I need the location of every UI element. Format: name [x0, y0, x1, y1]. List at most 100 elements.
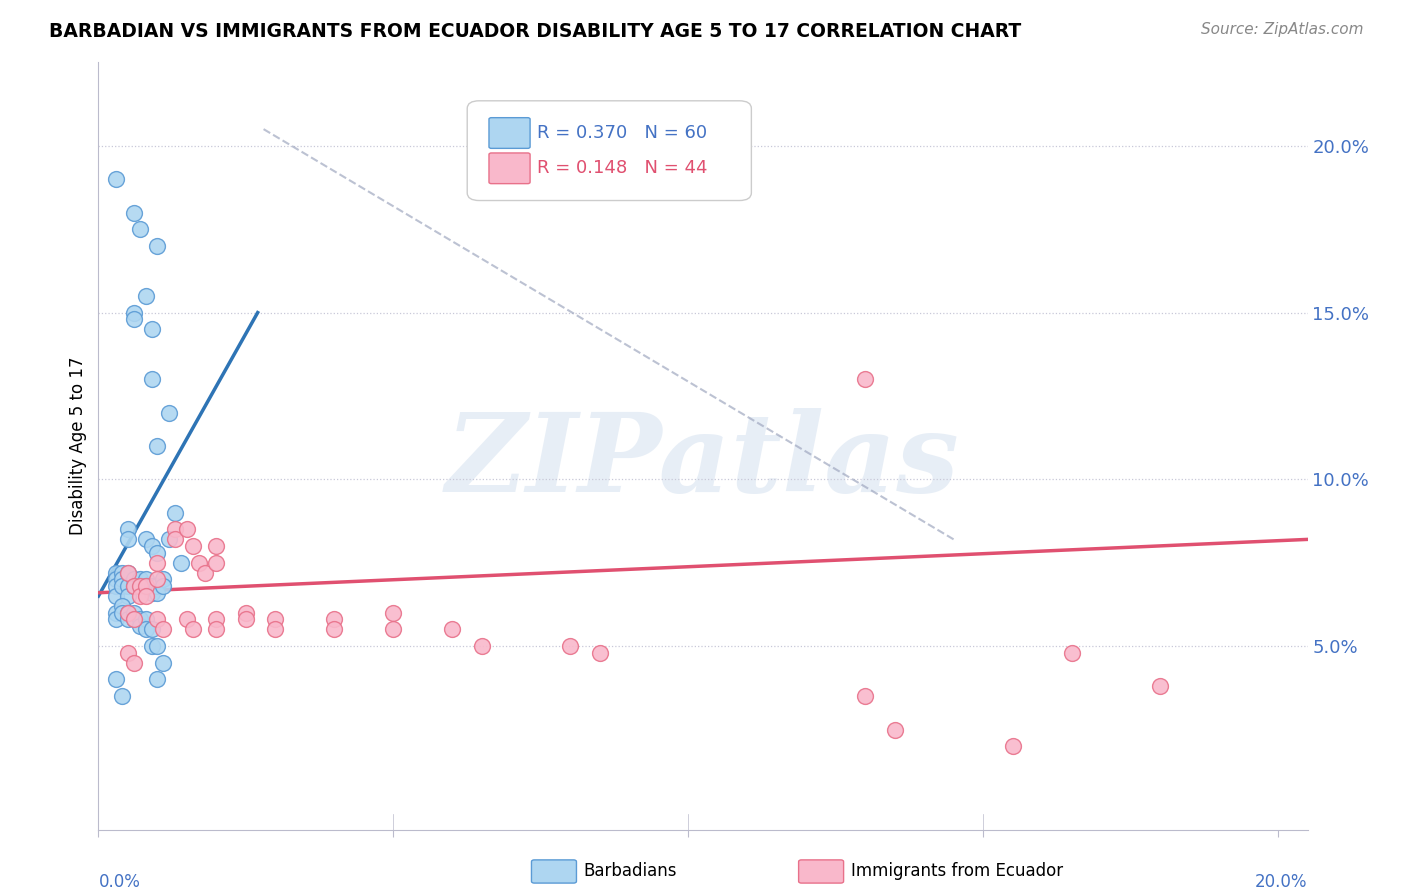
Point: [1060, 646, 1083, 660]
Point: [152, 579, 174, 593]
Point: [122, 612, 145, 626]
Point: [128, 573, 150, 587]
Point: [152, 573, 174, 587]
Point: [141, 579, 163, 593]
Point: [853, 372, 876, 386]
Point: [146, 556, 169, 570]
Point: [111, 599, 134, 613]
Point: [194, 566, 217, 580]
Point: [117, 612, 139, 626]
Point: [111, 606, 134, 620]
Point: [141, 372, 163, 386]
Point: [128, 222, 150, 236]
Point: [122, 312, 145, 326]
Point: [122, 579, 145, 593]
Point: [471, 639, 494, 653]
Point: [128, 612, 150, 626]
Point: [111, 573, 134, 587]
Point: [165, 522, 187, 536]
Point: [117, 566, 139, 580]
Point: [146, 239, 169, 253]
Point: [853, 689, 876, 703]
Text: 20.0%: 20.0%: [1256, 873, 1308, 891]
Point: [122, 612, 145, 626]
Point: [560, 639, 582, 653]
Point: [135, 289, 157, 303]
Y-axis label: Disability Age 5 to 17: Disability Age 5 to 17: [69, 357, 87, 535]
FancyBboxPatch shape: [489, 118, 530, 148]
Point: [105, 612, 128, 626]
Text: BARBADIAN VS IMMIGRANTS FROM ECUADOR DISABILITY AGE 5 TO 17 CORRELATION CHART: BARBADIAN VS IMMIGRANTS FROM ECUADOR DIS…: [49, 22, 1022, 41]
Point: [122, 656, 145, 670]
Point: [105, 172, 128, 186]
Text: Source: ZipAtlas.com: Source: ZipAtlas.com: [1201, 22, 1364, 37]
Point: [146, 586, 169, 600]
Point: [205, 623, 228, 637]
Point: [157, 533, 180, 547]
FancyBboxPatch shape: [489, 153, 530, 184]
Point: [323, 623, 346, 637]
Point: [117, 533, 139, 547]
Point: [135, 579, 157, 593]
Point: [122, 579, 145, 593]
Point: [135, 573, 157, 587]
Point: [122, 305, 145, 319]
Point: [1001, 739, 1024, 754]
Point: [105, 579, 128, 593]
Point: [141, 623, 163, 637]
Point: [141, 322, 163, 336]
Point: [165, 506, 187, 520]
Point: [181, 623, 204, 637]
Point: [105, 573, 128, 587]
Text: ZIPatlas: ZIPatlas: [446, 408, 960, 515]
Point: [122, 205, 145, 219]
Point: [264, 612, 287, 626]
Point: [264, 623, 287, 637]
Point: [128, 579, 150, 593]
Point: [117, 646, 139, 660]
Point: [141, 586, 163, 600]
Point: [170, 556, 193, 570]
Point: [1149, 679, 1171, 693]
Point: [152, 656, 174, 670]
Point: [382, 623, 405, 637]
Point: [146, 579, 169, 593]
Point: [105, 673, 128, 687]
Point: [128, 579, 150, 593]
Point: [205, 556, 228, 570]
Point: [176, 522, 198, 536]
Point: [146, 546, 169, 560]
Point: [122, 606, 145, 620]
Text: R = 0.148   N = 44: R = 0.148 N = 44: [537, 160, 707, 178]
Point: [323, 612, 346, 626]
Point: [111, 689, 134, 703]
Point: [117, 566, 139, 580]
Point: [105, 606, 128, 620]
Point: [141, 639, 163, 653]
Point: [135, 579, 157, 593]
Point: [146, 573, 169, 587]
Point: [135, 612, 157, 626]
Point: [382, 606, 405, 620]
Point: [152, 623, 174, 637]
Text: R = 0.370   N = 60: R = 0.370 N = 60: [537, 124, 707, 142]
Point: [105, 589, 128, 603]
Point: [117, 522, 139, 536]
Point: [146, 639, 169, 653]
Point: [235, 606, 257, 620]
Point: [146, 439, 169, 453]
Point: [128, 619, 150, 633]
Point: [141, 539, 163, 553]
Point: [157, 406, 180, 420]
Text: Barbadians: Barbadians: [583, 863, 678, 880]
Point: [117, 606, 139, 620]
Point: [117, 579, 139, 593]
Point: [111, 579, 134, 593]
Point: [589, 646, 612, 660]
Text: 0.0%: 0.0%: [98, 873, 141, 891]
Point: [117, 589, 139, 603]
Point: [181, 539, 204, 553]
Point: [441, 623, 464, 637]
Point: [146, 612, 169, 626]
Point: [187, 556, 209, 570]
